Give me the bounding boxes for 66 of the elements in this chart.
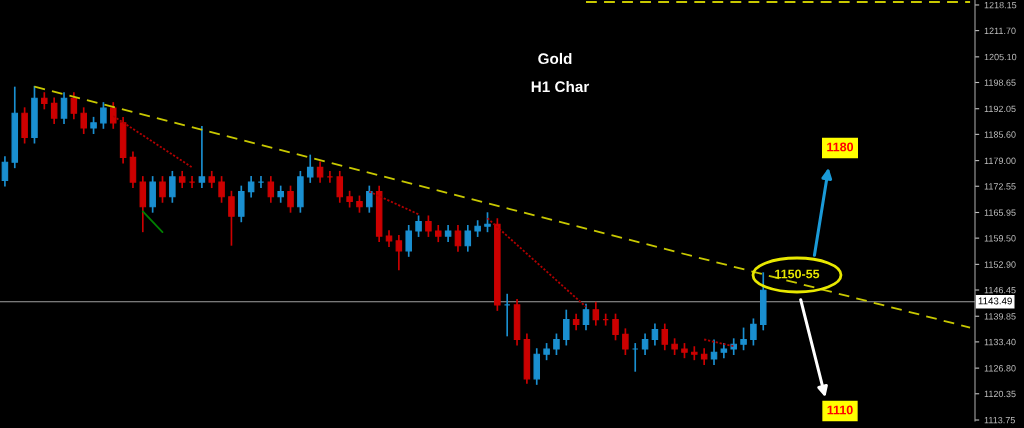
y-tick-label: 1152.90 (984, 261, 1016, 268)
candlestick (70, 91, 78, 121)
candlestick (503, 292, 511, 338)
candlestick (109, 101, 117, 130)
candlestick (661, 322, 669, 352)
y-tick-label: 1205.10 (984, 53, 1017, 61)
y-tick-label: 1218.15 (984, 1, 1017, 9)
text: H1 Char (531, 80, 590, 93)
candlestick (159, 175, 166, 204)
candlestick (50, 96, 58, 125)
candlestick (336, 170, 344, 204)
candlestick (415, 214, 422, 238)
candlestick (60, 91, 68, 125)
y-tick-label: 1165.95 (984, 209, 1016, 216)
y-tick-label: 1185.60 (984, 131, 1016, 138)
candlestick (691, 345, 698, 362)
ref-line-label: 1143.49 (978, 297, 1012, 305)
candlestick (169, 170, 176, 204)
y-tick-label: 1133.40 (984, 338, 1016, 346)
candlestick (247, 175, 255, 199)
y-tick-label: 1192.05 (984, 105, 1016, 113)
candlestick (316, 160, 324, 184)
candlestick (464, 224, 472, 253)
y-tick-label: 1113.75 (984, 416, 1015, 424)
candlestick (366, 184, 373, 214)
y-tick-label: 1126.80 (984, 365, 1016, 372)
candlestick (395, 234, 403, 272)
y-tick-label: 1198.65 (984, 79, 1016, 86)
candlestick (405, 224, 412, 258)
candlestick (198, 125, 206, 189)
y-tick-label: 1139.85 (984, 313, 1016, 320)
y-tick-label: 1159.50 (984, 235, 1016, 242)
candlestick (592, 300, 600, 327)
candlestick (287, 184, 294, 214)
candlestick (454, 224, 462, 253)
candlestick (582, 302, 590, 332)
candlestick (80, 106, 87, 135)
y-tick-label: 1179.00 (984, 157, 1016, 164)
candlestick (1, 155, 9, 188)
candlestick (641, 332, 649, 356)
annotation: 1110 (827, 405, 853, 415)
candlestick (188, 175, 196, 189)
candlestick (710, 338, 718, 366)
candlestick (257, 175, 265, 189)
candlestick (622, 327, 629, 356)
y-tick-label: 1172.55 (984, 183, 1016, 190)
candlestick (740, 326, 747, 352)
candlestick (326, 170, 334, 184)
candlestick (563, 308, 570, 347)
candlestick (228, 189, 235, 247)
candlestick (100, 101, 107, 130)
candlestick (553, 332, 560, 356)
y-tick-label: 1211.70 (984, 27, 1016, 34)
candlestick (750, 317, 757, 347)
candlestick (651, 322, 659, 347)
candlestick (267, 175, 275, 204)
candlestick (218, 175, 225, 204)
candlestick (306, 153, 314, 184)
candlestick (484, 211, 491, 234)
candlestick (425, 214, 432, 238)
candlestick (612, 312, 619, 342)
y-tick-label: 1146.45 (984, 286, 1016, 294)
annotation: 1150-55 (775, 269, 820, 279)
annotation: 1180 (827, 142, 854, 152)
text: Gold (538, 52, 572, 65)
y-tick-label: 1120.35 (984, 390, 1016, 398)
